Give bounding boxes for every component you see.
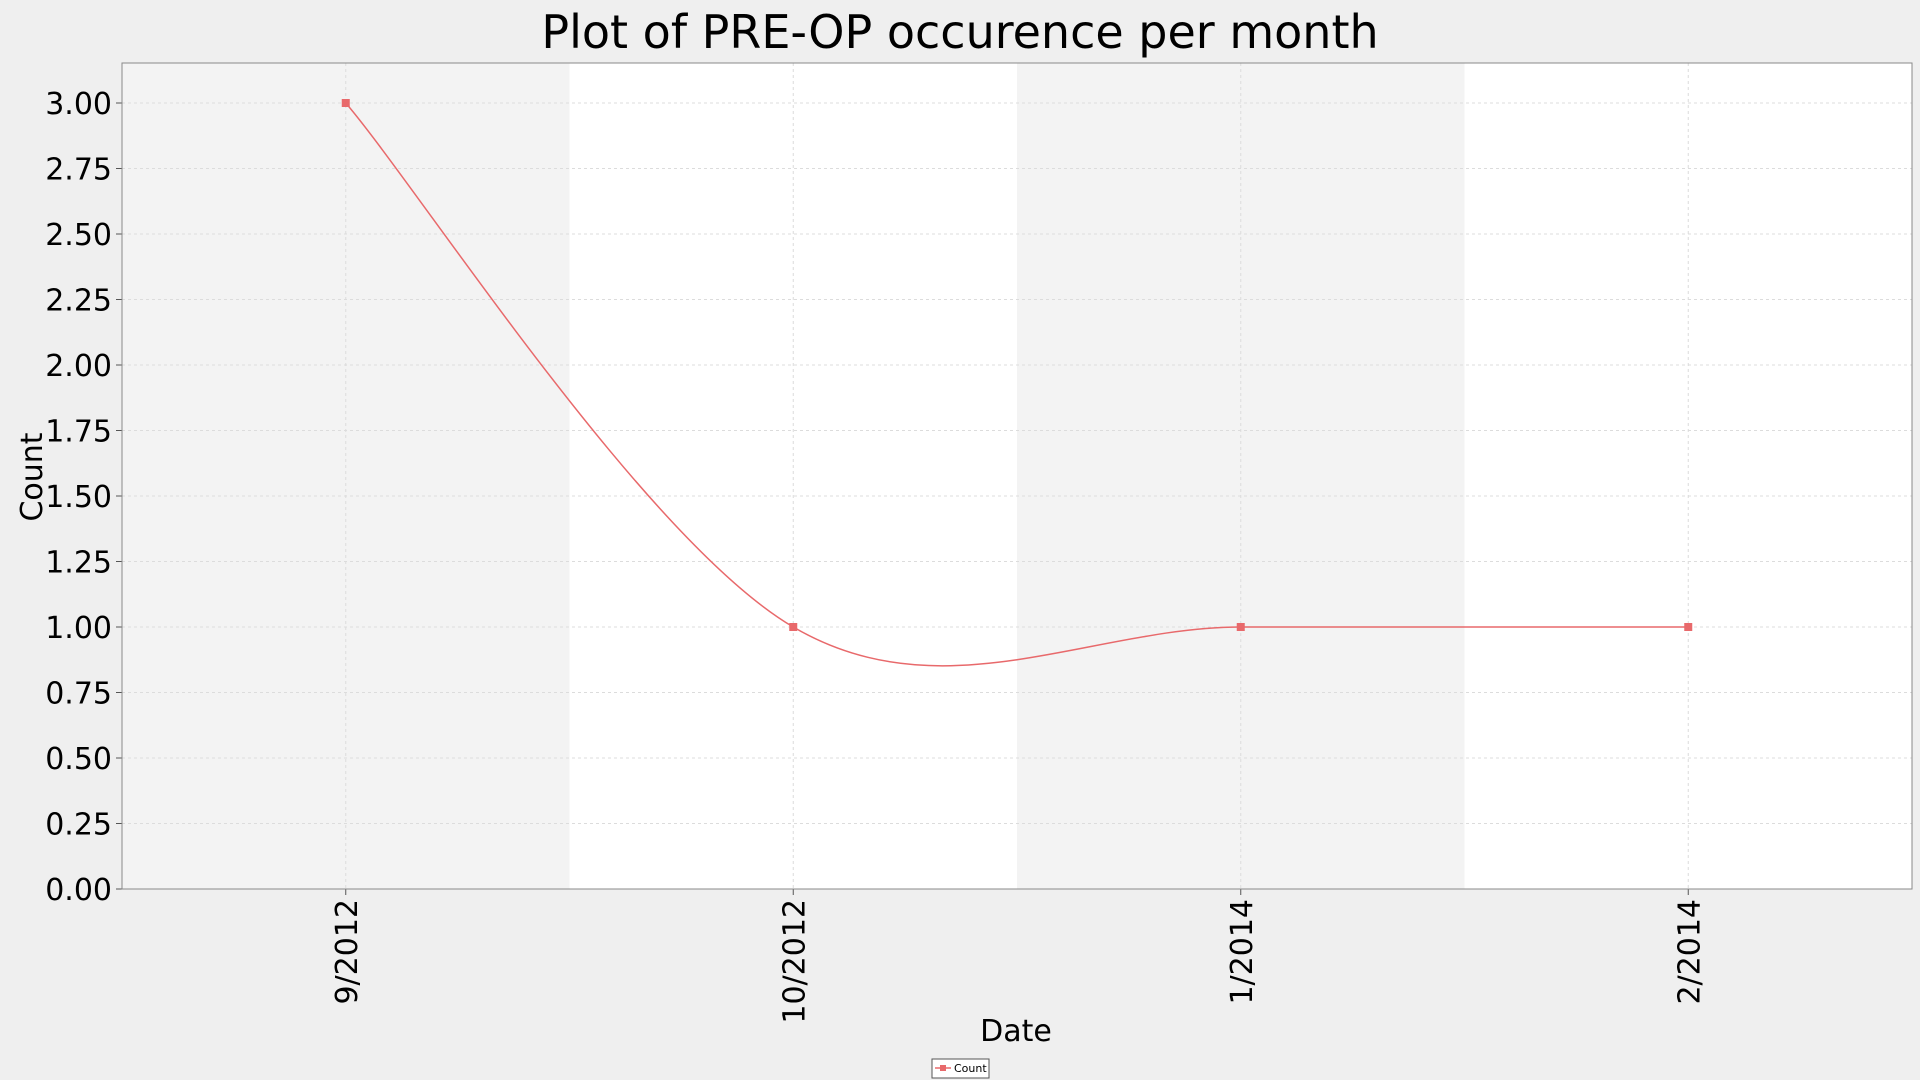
y-tick-label: 2.50 bbox=[45, 218, 112, 253]
y-tick-label: 1.75 bbox=[45, 415, 112, 450]
y-tick-label: 2.75 bbox=[45, 153, 112, 188]
x-tick-label: 9/2012 bbox=[330, 899, 365, 1005]
y-tick-label: 3.00 bbox=[45, 87, 112, 122]
legend-marker-swatch bbox=[940, 1065, 946, 1071]
legend-box bbox=[931, 1058, 990, 1079]
plot-border bbox=[121, 62, 1913, 890]
y-tick-label: 0.50 bbox=[45, 742, 112, 777]
x-tick-label: 2/2014 bbox=[1672, 899, 1707, 1005]
y-tick-label: 1.50 bbox=[45, 480, 112, 515]
x-tick-label: 10/2012 bbox=[777, 899, 812, 1024]
x-axis-label: Date bbox=[980, 1014, 1052, 1049]
category-band bbox=[122, 63, 570, 889]
y-tick-label: 1.00 bbox=[45, 611, 112, 646]
legend-label: Count bbox=[954, 1062, 987, 1075]
data-point bbox=[341, 99, 350, 107]
y-tick-label: 0.00 bbox=[45, 873, 112, 908]
y-tick-label: 1.25 bbox=[45, 546, 112, 581]
data-point bbox=[789, 623, 798, 631]
y-tick-label: 2.00 bbox=[45, 349, 112, 384]
y-tick-label: 0.75 bbox=[45, 677, 112, 712]
category-band bbox=[1464, 63, 1912, 889]
chart-title: Plot of PRE-OP occurence per month bbox=[541, 5, 1378, 59]
category-band bbox=[569, 63, 1017, 889]
x-tick-label: 1/2014 bbox=[1225, 899, 1260, 1005]
plot-area: 0.00 0.25 0.50 0.75 1.00 1.25 1.50 1.75 2.00 2.25… bbox=[45, 62, 1913, 1024]
legend: Count bbox=[931, 1058, 990, 1079]
y-tick-label: 2.25 bbox=[45, 284, 112, 319]
y-tick-label: 0.25 bbox=[45, 808, 112, 843]
category-band bbox=[1017, 63, 1465, 889]
y-axis-label: Count bbox=[15, 432, 50, 521]
data-point bbox=[1684, 623, 1693, 631]
series-line bbox=[345, 102, 1689, 667]
data-point bbox=[1236, 623, 1245, 631]
